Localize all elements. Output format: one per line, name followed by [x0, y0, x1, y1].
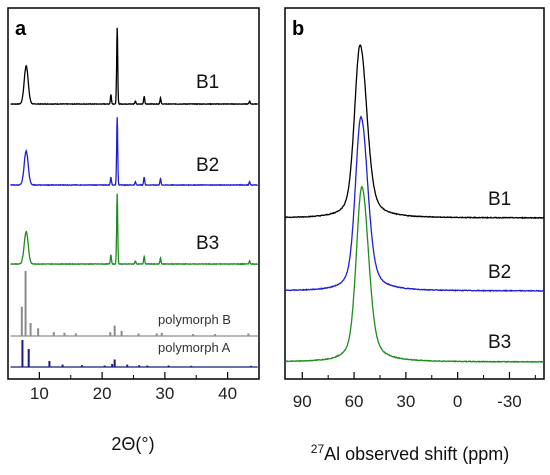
- trace-a-B1: [10, 27, 259, 106]
- tick-label-b-0: 90: [293, 392, 312, 411]
- panel-a-traces: [10, 27, 259, 368]
- tick-label-a-2: 30: [155, 384, 174, 403]
- panel-b-x-title-main: Al observed shift (ppm): [324, 444, 509, 464]
- panel-b-x-title: 27Al observed shift (ppm): [311, 442, 509, 464]
- panel-b-x-title-sup: 27: [311, 442, 325, 456]
- label-polymorph-b: polymorph B: [158, 312, 231, 327]
- panel-b-ticks: 90 60 30 0 -30: [293, 372, 536, 411]
- panel-b-frame: [284, 7, 545, 380]
- tick-label-b-3: 0: [453, 392, 462, 411]
- trace-a-B2: [10, 117, 259, 187]
- tick-label-a-0: 10: [30, 384, 49, 403]
- tick-label-a-3: 40: [218, 384, 237, 403]
- label-a-B1: B1: [196, 72, 219, 93]
- tick-label-b-1: 60: [345, 392, 364, 411]
- panel-b-traces: [284, 44, 545, 364]
- trace-b-B1: [284, 44, 545, 220]
- tick-label-b-4: -30: [497, 392, 522, 411]
- panel-a-label: a: [15, 18, 27, 40]
- trace-b-B2: [284, 115, 545, 293]
- trace-a-B3: [10, 193, 259, 266]
- tick-label-a-1: 20: [93, 384, 112, 403]
- panel-a-ticks: 10 20 30 40: [7, 372, 260, 403]
- label-b-B3: B3: [488, 332, 511, 353]
- trace-b-B3: [284, 185, 544, 364]
- label-b-B2: B2: [488, 262, 511, 283]
- panel-b-label: b: [292, 18, 304, 40]
- label-a-B3: B3: [196, 233, 219, 254]
- label-b-B1: B1: [488, 189, 511, 210]
- label-a-B2: B2: [196, 155, 219, 176]
- tick-label-b-2: 30: [396, 392, 415, 411]
- label-polymorph-a: polymorph A: [158, 340, 231, 355]
- panel-a-x-title: 2Θ(°): [111, 434, 154, 454]
